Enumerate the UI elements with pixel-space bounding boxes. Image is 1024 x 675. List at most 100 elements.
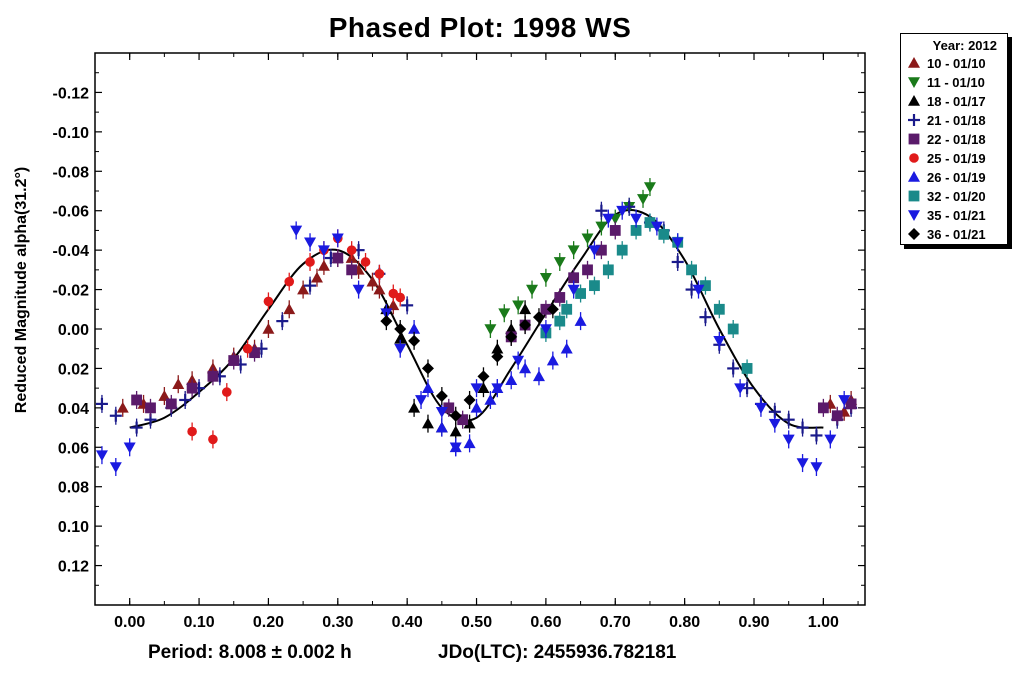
- data-point: [380, 312, 393, 331]
- y-tick-label: -0.12: [53, 85, 90, 102]
- point-marker: [609, 225, 621, 236]
- point-marker: [630, 213, 643, 225]
- data-point: [810, 426, 823, 445]
- data-point: [449, 438, 462, 457]
- point-marker: [449, 409, 462, 422]
- data-point: [172, 375, 185, 394]
- point-marker: [532, 311, 545, 324]
- data-point: [435, 402, 448, 421]
- point-marker: [505, 374, 518, 386]
- series-25-01-19: [187, 229, 406, 449]
- y-axis-label: Reduced Magnitude alpha(31.2°): [13, 166, 30, 414]
- data-point: [408, 331, 421, 350]
- point-marker: [262, 323, 275, 334]
- legend-marker: [908, 114, 920, 126]
- legend-label: 11 - 01/10: [927, 75, 985, 90]
- point-marker: [824, 434, 837, 446]
- y-tick-label: 0.08: [58, 480, 89, 497]
- y-tick-label: -0.02: [53, 283, 90, 300]
- point-marker: [401, 299, 414, 312]
- point-marker: [435, 407, 448, 418]
- data-point: [421, 414, 434, 433]
- data-point: [276, 312, 289, 331]
- point-marker: [421, 417, 434, 429]
- data-point: [374, 264, 385, 283]
- data-point: [582, 260, 593, 279]
- point-marker: [394, 323, 407, 335]
- data-point: [304, 276, 317, 295]
- legend-marker: [909, 153, 919, 163]
- point-marker: [602, 213, 615, 225]
- point-marker: [457, 414, 469, 426]
- point-marker: [567, 245, 580, 257]
- x-tick-label: 0.30: [322, 614, 353, 631]
- data-point: [554, 312, 566, 331]
- y-tick-label: 0.04: [58, 401, 89, 418]
- legend-marker: [908, 171, 920, 182]
- data-point: [831, 406, 843, 425]
- data-point: [699, 308, 712, 327]
- legend-label: 36 - 01/21: [927, 227, 986, 242]
- data-point: [602, 260, 614, 279]
- point-marker: [263, 296, 274, 307]
- data-point: [546, 300, 559, 319]
- data-point: [297, 280, 310, 299]
- data-point: [532, 308, 545, 327]
- point-marker: [276, 315, 289, 328]
- data-point: [650, 217, 663, 236]
- point-marker: [304, 279, 317, 292]
- point-marker: [484, 324, 497, 335]
- point-marker: [671, 237, 684, 249]
- point-marker: [317, 245, 330, 257]
- x-tick-label: 1.00: [808, 614, 839, 631]
- data-point: [595, 201, 608, 220]
- point-marker: [123, 442, 136, 454]
- data-point: [228, 351, 240, 370]
- data-point: [290, 221, 303, 240]
- point-marker: [109, 462, 122, 473]
- point-marker: [768, 418, 781, 430]
- y-tick-label: 0.12: [58, 559, 89, 576]
- point-marker: [130, 421, 143, 434]
- data-point: [644, 213, 656, 232]
- legend-label: 25 - 01/19: [927, 151, 986, 166]
- data-point: [491, 379, 504, 398]
- point-marker: [187, 426, 197, 437]
- chart-title: Phased Plot: 1998 WS: [328, 12, 632, 43]
- point-marker: [713, 303, 725, 315]
- data-point: [561, 300, 573, 319]
- legend-item: 25 - 01/19: [901, 149, 1007, 168]
- data-point: [658, 225, 670, 244]
- data-point: [554, 288, 566, 307]
- data-point: [366, 272, 379, 291]
- data-point: [435, 387, 448, 406]
- data-point: [249, 343, 260, 362]
- data-point: [470, 398, 483, 417]
- data-point: [588, 241, 601, 260]
- point-marker: [395, 292, 406, 303]
- point-marker: [284, 276, 295, 287]
- point-marker: [116, 401, 129, 413]
- data-point: [207, 367, 219, 386]
- legend-item: 36 - 01/21: [901, 225, 1007, 244]
- point-marker: [491, 350, 504, 363]
- point-marker: [575, 288, 586, 299]
- point-marker: [421, 382, 434, 393]
- legend-symbol: [908, 77, 920, 88]
- point-marker: [512, 300, 525, 312]
- point-marker: [561, 303, 573, 315]
- y-tick-label: 0.02: [58, 361, 89, 378]
- data-point: [637, 189, 650, 208]
- point-marker: [838, 395, 851, 406]
- point-marker: [553, 257, 566, 268]
- data-point: [477, 367, 490, 386]
- point-marker: [332, 252, 344, 264]
- data-point: [435, 418, 448, 437]
- data-point: [838, 390, 851, 409]
- data-point: [331, 229, 344, 248]
- data-point: [262, 320, 275, 338]
- legend-items: 10 - 01/10 11 - 01/10 18 - 01/17 21 - 01/18…: [901, 54, 1007, 244]
- point-marker: [582, 264, 593, 276]
- y-tick-label: 0.00: [58, 322, 89, 339]
- point-marker: [595, 244, 607, 256]
